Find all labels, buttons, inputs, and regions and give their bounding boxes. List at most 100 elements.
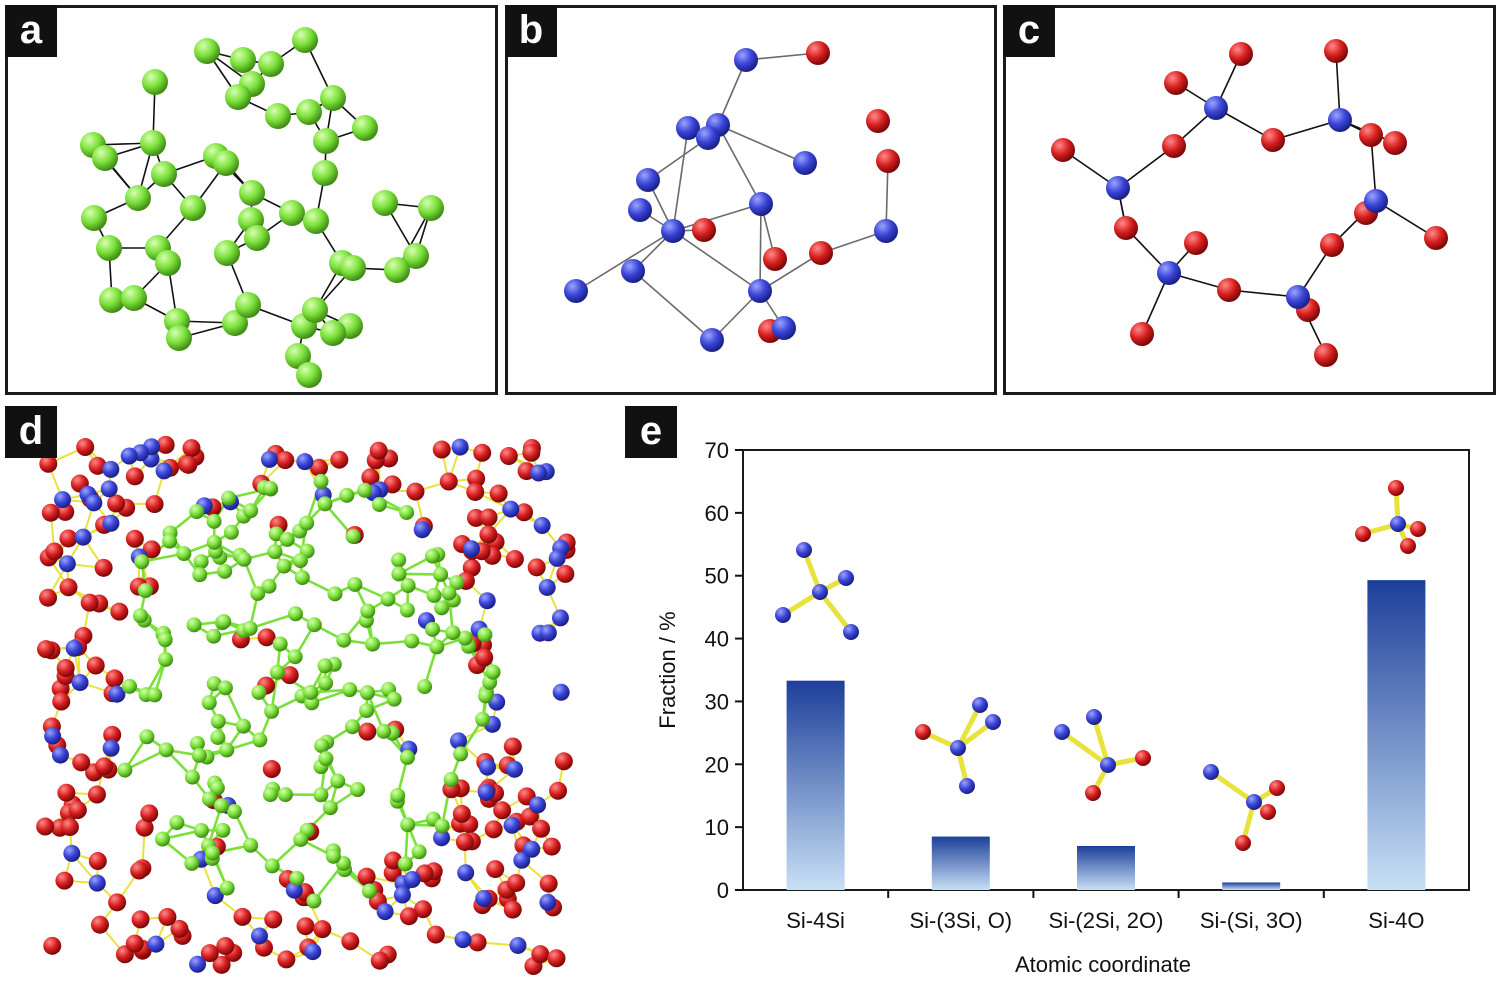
o-atom [505, 550, 524, 569]
o-atom [108, 893, 127, 912]
si-cluster-atom [217, 563, 233, 579]
y-tick-label: 50 [705, 564, 729, 589]
o-atom [473, 443, 492, 462]
si-atom [1157, 261, 1181, 285]
panel-label-a: a [5, 5, 57, 57]
si-atom [147, 935, 165, 953]
bond [717, 124, 806, 164]
panel-b [505, 5, 997, 395]
si-cluster-atom [433, 566, 449, 582]
y-tick-label: 60 [705, 501, 729, 526]
si-cluster-atom [350, 782, 366, 798]
o-atom [369, 441, 388, 460]
si-cluster-structure [80, 27, 444, 388]
si-cluster-atom [359, 685, 375, 701]
si-atom [796, 542, 812, 558]
o-atom [1184, 231, 1208, 255]
si-atom [166, 325, 192, 351]
si-cluster-atom [169, 815, 185, 831]
si-atom [793, 151, 817, 175]
o-atom [432, 440, 451, 459]
o-atom [1261, 128, 1285, 152]
o-atom [135, 818, 154, 837]
si-cluster-atom [206, 513, 222, 529]
si-cluster-atom [318, 675, 334, 691]
si-atom [51, 746, 69, 764]
si-cluster-atom [397, 856, 413, 872]
bar [1222, 882, 1281, 890]
si-atom [65, 639, 83, 657]
o-atom [915, 724, 931, 740]
si-cluster-atom [223, 524, 239, 540]
o-atom [87, 785, 106, 804]
si-atom [296, 362, 322, 388]
si-atom [539, 893, 557, 911]
o-atom [1388, 480, 1404, 496]
o-atom [59, 578, 78, 597]
si-cluster-atom [210, 729, 226, 745]
o-atom [763, 247, 787, 271]
o-atom [43, 936, 62, 955]
si-atom [155, 462, 173, 480]
o-atom [406, 482, 425, 501]
o-atom [1051, 138, 1075, 162]
si-cluster-atom [425, 621, 441, 637]
bond [672, 127, 689, 232]
si-cluster-atom [380, 591, 396, 607]
si-atom [462, 540, 480, 558]
bar [1367, 580, 1426, 890]
o-atom [806, 41, 830, 65]
o-atom [86, 656, 105, 675]
si-cluster-atom [361, 883, 377, 899]
o-atom [110, 602, 129, 621]
o-atom [276, 451, 295, 470]
y-axis-title: Fraction / % [655, 611, 680, 728]
si-atom [100, 480, 118, 498]
si-cluster-atom [243, 837, 259, 853]
si-cluster-atom [441, 585, 457, 601]
si-cluster-atom [345, 528, 361, 544]
si-atom [972, 697, 988, 713]
o-atom [200, 944, 219, 963]
o-atom [1383, 131, 1407, 155]
si-atom [413, 521, 431, 539]
si-cluster-atom [293, 831, 309, 847]
panel-label-b: b [505, 5, 557, 57]
bond [781, 589, 822, 618]
o-atom [57, 783, 76, 802]
o-atom [39, 454, 58, 473]
si-atom [85, 494, 103, 512]
o-atom [280, 666, 299, 685]
si-cluster-atom [215, 822, 231, 838]
x-tick-label: Si-4Si [786, 908, 845, 933]
si-atom [140, 130, 166, 156]
si-cluster-atom [201, 695, 217, 711]
si-atom [621, 259, 645, 283]
si-atom [285, 881, 303, 899]
si-atom [206, 887, 224, 905]
o-atom [876, 149, 900, 173]
si-atom [108, 685, 126, 703]
si-atom [551, 609, 569, 627]
bond [1060, 729, 1110, 768]
si-cluster-atom [404, 633, 420, 649]
bond [1362, 521, 1399, 537]
o-atom [1260, 804, 1276, 820]
o-atom [466, 482, 485, 501]
x-axis-title: Atomic coordinate [1015, 952, 1191, 977]
si-cluster-atom [192, 567, 208, 583]
bond [1395, 522, 1411, 548]
o-atom [39, 588, 58, 607]
si-cluster-atom [264, 858, 280, 874]
si-atom [734, 48, 758, 72]
si-atom [244, 225, 270, 251]
si-cluster-atom [242, 620, 258, 636]
o-atom [539, 874, 558, 893]
o-atom [399, 907, 418, 926]
si-cluster-atom [176, 546, 192, 562]
o-atom [45, 542, 64, 561]
si-atom [340, 255, 366, 281]
si-cluster-atom [217, 680, 233, 696]
si-atom [121, 285, 147, 311]
si-atom [292, 27, 318, 53]
